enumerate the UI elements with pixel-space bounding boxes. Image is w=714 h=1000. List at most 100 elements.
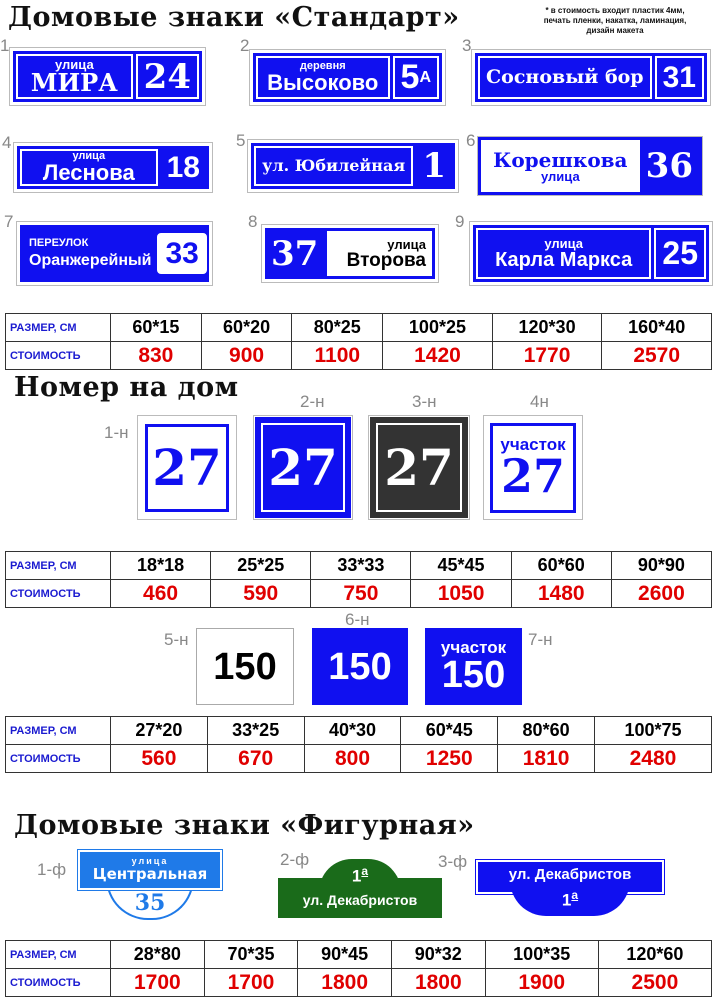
sign-label: 9 (455, 212, 465, 231)
sign-name: Высоково (267, 70, 379, 95)
price-table-number-small: РАЗМЕР, СМ 27*20 33*25 40*30 60*45 80*60 100*7… (5, 716, 713, 773)
number-sign-2: 27 (253, 415, 353, 520)
sign-name: Сосновый бор (486, 66, 644, 88)
size-cell: 60*15 (110, 313, 202, 342)
price-cell: 560 (110, 744, 208, 773)
size-cell: 40*30 (303, 716, 402, 745)
sign-top: улица (387, 236, 426, 252)
sign-number: 27 (145, 423, 229, 512)
sign-sup: А (419, 68, 431, 86)
sign-label: 8 (248, 212, 258, 231)
price-table-figured: РАЗМЕР, СМ 28*80 70*35 90*45 90*32 100*35 120*… (5, 940, 713, 997)
size-cell: 25*25 (210, 551, 312, 580)
sign-top: деревня (299, 60, 346, 72)
sign-name: ул. Юбилейная (262, 156, 406, 175)
size-row: РАЗМЕР, СМ 27*20 33*25 40*30 60*45 80*60 100*7… (5, 716, 713, 745)
size-cell: 70*35 (203, 940, 299, 969)
sign-label: 1 (0, 36, 10, 55)
price-cell: 1800 (297, 968, 392, 997)
size-row: РАЗМЕР, СМ 28*80 70*35 90*45 90*32 100*35 120*… (5, 940, 713, 969)
sign-name: Второва (346, 249, 426, 271)
sign-label: 6-н (345, 610, 370, 629)
sign-label: 2-ф (280, 850, 310, 869)
title-standard: Домовые знаки «Стандарт» (8, 2, 460, 33)
price-cell: 830 (110, 341, 202, 370)
size-cell: 160*40 (601, 313, 712, 342)
size-cell: 100*75 (593, 716, 713, 745)
sign-6: Корешкова улица 36 (477, 136, 703, 196)
size-cell: 60*45 (400, 716, 499, 745)
sign-9: улица Карла Маркса 25 (469, 221, 713, 286)
sign-number: 25 (654, 228, 706, 279)
size-cell: 45*45 (410, 551, 512, 580)
price-header: СТОИМОСТЬ (5, 744, 111, 773)
size-cell: 90*32 (390, 940, 486, 969)
figured-sign-1: 35 улица Центральная (77, 849, 223, 920)
sign-name: Леснова (42, 160, 135, 185)
sign-name: Оранжерейный (29, 252, 152, 269)
size-cell: 18*18 (109, 551, 212, 580)
sign-8: 37 улица Второва (261, 224, 439, 283)
sign-1: улица МИРА 24 (9, 47, 206, 106)
sign-number: 27 (370, 417, 468, 518)
sign-3: Сосновый бор 31 (471, 49, 711, 106)
price-cell: 590 (210, 579, 312, 608)
sign-label: 3-н (412, 392, 437, 411)
size-header: РАЗМЕР, СМ (5, 716, 111, 745)
size-header: РАЗМЕР, СМ (5, 313, 111, 342)
price-table-standard: РАЗМЕР, СМ 60*15 60*20 80*25 100*25 120*30 160… (5, 313, 712, 370)
number-sign-3: 27 (368, 415, 470, 520)
size-cell: 120*30 (491, 313, 603, 342)
price-cell: 1050 (410, 579, 512, 608)
sign-label: 1-н (104, 423, 129, 442)
size-cell: 28*80 (110, 940, 205, 969)
sign-name: Центральная (92, 864, 208, 883)
price-cell: 750 (310, 579, 412, 608)
sign-number: 150 (441, 654, 506, 696)
size-row: РАЗМЕР, СМ 60*15 60*20 80*25 100*25 120*30 160… (5, 313, 712, 342)
sign-number: 5 (400, 58, 420, 96)
sign-number: 1 (561, 890, 572, 910)
price-header: СТОИМОСТЬ (5, 341, 111, 370)
price-cell: 1480 (510, 579, 612, 608)
sign-top: участок (500, 435, 566, 454)
number-sign-6: 150 (312, 628, 408, 705)
price-cell: 2600 (610, 579, 713, 608)
sign-name: Карла Маркса (495, 249, 633, 271)
sign-sup: а (571, 888, 579, 902)
size-header: РАЗМЕР, СМ (5, 551, 111, 580)
sign-7: ПЕРЕУЛОК Оранжерейный 33 (16, 221, 213, 286)
price-row: СТОИМОСТЬ 460 590 750 1050 1480 2600 (5, 579, 713, 608)
price-cell: 1250 (400, 744, 499, 773)
sign-bottom: улица (540, 168, 580, 184)
price-cell: 1700 (203, 968, 299, 997)
size-cell: 90*45 (297, 940, 392, 969)
sign-label: 2-н (300, 392, 325, 411)
sign-number: 24 (135, 54, 199, 99)
sign-number: 27 (255, 417, 351, 518)
sign-top: улица (72, 150, 106, 162)
size-header: РАЗМЕР, СМ (5, 940, 111, 969)
note-line: * в стоимость входит пластик 4мм, (545, 6, 685, 15)
sign-label: 7-н (528, 630, 553, 649)
price-cell: 670 (206, 744, 305, 773)
note-line: печать пленки, накатка, ламинация, (543, 16, 687, 25)
sign-label: 2 (240, 36, 250, 55)
sign-name: Корешкова (493, 147, 628, 172)
price-header: СТОИМОСТЬ (5, 579, 111, 608)
sign-label: 6 (466, 131, 476, 150)
size-cell: 100*35 (484, 940, 599, 969)
sign-number: 27 (500, 449, 565, 503)
price-header: СТОИМОСТЬ (5, 968, 111, 997)
sign-number: 1 (422, 146, 446, 186)
price-note: * в стоимость входит пластик 4мм, печать… (520, 6, 710, 36)
number-sign-5: 150 (196, 628, 294, 705)
sign-number: 37 (271, 233, 319, 274)
price-cell: 2480 (593, 744, 713, 773)
size-cell: 80*25 (291, 313, 384, 342)
sign-number: 18 (166, 150, 200, 184)
sign-top: улица (544, 236, 584, 251)
sign-top: улица (131, 856, 169, 867)
sign-label: 4 (2, 133, 12, 152)
